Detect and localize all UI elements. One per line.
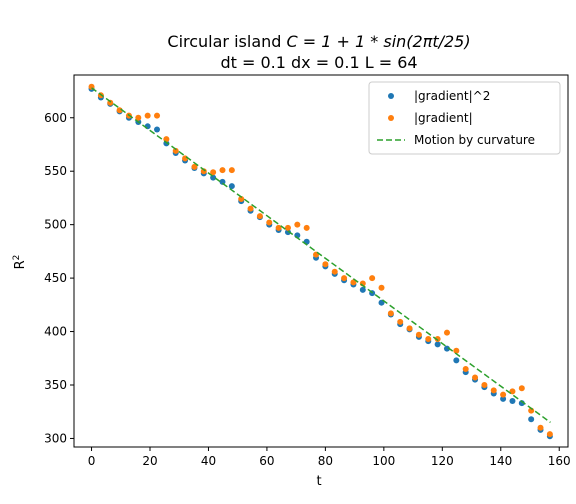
y-tick-label: 550 — [44, 164, 67, 178]
data-point — [219, 167, 226, 174]
legend-label: Motion by curvature — [414, 133, 535, 147]
data-point — [397, 318, 404, 325]
data-point — [266, 219, 273, 226]
plot-area — [73, 74, 569, 448]
data-point — [135, 114, 142, 121]
y-tick-label: 300 — [44, 431, 67, 445]
axes-frame — [73, 74, 569, 448]
x-tick-label: 160 — [548, 454, 571, 468]
data-point — [434, 336, 441, 343]
data-point — [518, 400, 525, 407]
x-axis-ticks: 0 20 40 60 80 100 120 140 160 — [88, 447, 571, 468]
data-point — [331, 268, 338, 275]
x-tick-label: 20 — [142, 454, 157, 468]
data-point — [172, 147, 179, 154]
data-point — [518, 385, 525, 392]
legend: |gradient|^2 |gradient| Motion by curvatur… — [368, 81, 561, 155]
data-point — [247, 205, 254, 212]
data-point — [537, 424, 544, 431]
data-point — [387, 310, 394, 317]
data-point — [378, 284, 385, 291]
data-point — [369, 275, 376, 282]
y-axis-ticks: 300 350 400 450 500 550 600 — [44, 111, 74, 445]
data-point — [284, 229, 291, 236]
data-point — [443, 329, 450, 336]
x-tick-label: 140 — [489, 454, 512, 468]
legend-marker — [388, 93, 394, 99]
series-line — [91, 87, 551, 424]
legend-label: |gradient| — [414, 111, 473, 125]
data-point — [472, 374, 479, 381]
data-point — [546, 431, 553, 438]
data-point — [154, 126, 161, 133]
data-point — [219, 178, 226, 185]
data-point — [481, 382, 488, 388]
y-tick-label: 450 — [44, 271, 67, 285]
data-point — [154, 112, 161, 119]
data-point — [284, 224, 291, 231]
y-tick-label: 600 — [44, 111, 67, 125]
x-tick-label: 80 — [318, 454, 333, 468]
data-point — [528, 416, 535, 423]
y-tick-label: 400 — [44, 325, 67, 339]
data-point — [238, 196, 245, 202]
data-point — [303, 224, 310, 231]
legend-box — [368, 81, 561, 155]
data-point — [341, 275, 348, 282]
data-point — [256, 213, 263, 220]
data-point — [509, 398, 516, 405]
y-tick-label: 350 — [44, 378, 67, 392]
data-point — [144, 112, 151, 119]
data-point — [425, 336, 432, 343]
y-tick-label: 500 — [44, 218, 67, 232]
x-axis-label: t — [316, 474, 321, 489]
data-point — [350, 279, 357, 286]
chart-title-line2: dt = 0.1 dx = 0.1 L = 64 — [220, 53, 417, 72]
data-point — [200, 168, 207, 175]
series-layer — [88, 83, 553, 440]
x-tick-label: 60 — [259, 454, 274, 468]
chart-title-line1: Circular island C = 1 + 1 * sin(2πt/25) — [167, 32, 470, 51]
data-point — [453, 347, 460, 354]
data-point — [406, 325, 413, 332]
data-point — [228, 183, 235, 190]
x-tick-label: 0 — [88, 454, 96, 468]
data-point — [500, 395, 507, 402]
data-point — [500, 391, 507, 398]
data-point — [275, 224, 282, 231]
data-point — [294, 221, 301, 228]
data-point — [490, 387, 497, 394]
data-point — [359, 286, 366, 293]
legend-label: |gradient|^2 — [414, 89, 490, 103]
data-point — [434, 341, 441, 348]
data-point — [415, 331, 422, 338]
data-point — [228, 167, 235, 174]
data-point — [191, 163, 198, 170]
legend-marker — [388, 115, 394, 121]
series-2 — [91, 87, 551, 424]
x-tick-label: 100 — [372, 454, 395, 468]
data-point — [210, 169, 217, 176]
x-tick-label: 40 — [201, 454, 216, 468]
x-tick-label: 120 — [431, 454, 454, 468]
data-point — [322, 261, 329, 268]
data-point — [462, 365, 469, 372]
data-point — [453, 357, 460, 364]
